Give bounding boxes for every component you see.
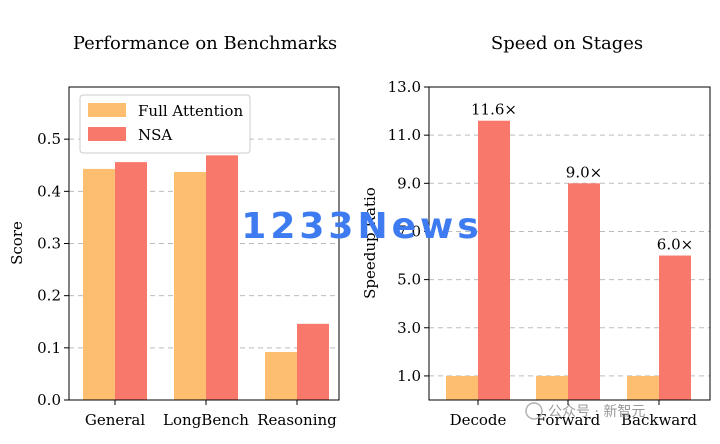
y-tick-label: 1.0 bbox=[397, 367, 421, 385]
bar-nsa-forward bbox=[568, 183, 600, 400]
y-tick-label: 0.1 bbox=[37, 339, 61, 357]
y-tick-label: 9.0 bbox=[397, 174, 421, 192]
y-tick-label: 11.0 bbox=[388, 126, 421, 144]
y-axis-label: Speedup Ratio bbox=[361, 187, 379, 299]
bar-nsa-decode bbox=[478, 120, 510, 400]
y-tick-label: 3.0 bbox=[397, 319, 421, 337]
chart-title: Speed on Stages bbox=[491, 33, 643, 54]
logo-label: 公众号 · 新智元 bbox=[548, 404, 645, 420]
x-tick-label: General bbox=[85, 411, 146, 429]
chart-panel-2: 11.6× Decode 9.0× Forward 6.0× Backward 1.0 3.0… bbox=[361, 33, 711, 429]
data-label: 9.0× bbox=[566, 163, 602, 181]
watermark-text: 1233News bbox=[241, 206, 482, 247]
bar-full-attention-longbench bbox=[174, 172, 206, 400]
axes-frame bbox=[428, 86, 711, 401]
legend-swatch bbox=[88, 127, 126, 141]
y-tick-label: 7.0 bbox=[397, 222, 421, 240]
bar-full-attention-reasoning bbox=[265, 352, 297, 400]
data-label: 6.0× bbox=[657, 236, 693, 254]
y-axis-label: Score bbox=[8, 221, 26, 265]
chart-panel-1: General LongBench Reasoning 0.0 0.1 0.2 0.3 0.4… bbox=[8, 33, 340, 429]
bar-nsa-general bbox=[115, 162, 147, 400]
y-tick-label: 0.5 bbox=[37, 130, 61, 148]
legend-swatch bbox=[88, 103, 126, 117]
x-tick-label: Reasoning bbox=[257, 411, 337, 429]
bar-full-attention-backward bbox=[627, 375, 659, 400]
x-tick-label: Backward bbox=[621, 411, 697, 429]
bar-nsa-backward bbox=[659, 255, 691, 400]
legend-entry: Full Attention bbox=[138, 102, 243, 120]
y-tick-label: 0.4 bbox=[37, 182, 61, 200]
y-tick-label: 13.0 bbox=[388, 78, 421, 96]
x-tick-label: LongBench bbox=[163, 411, 249, 429]
wechat-icon bbox=[525, 402, 543, 420]
bar-full-attention-forward bbox=[536, 375, 568, 400]
corner-logo: 公众号 · 新智元 bbox=[525, 402, 645, 420]
y-tick-label: 5.0 bbox=[397, 271, 421, 289]
chart-title: Performance on Benchmarks bbox=[73, 33, 337, 54]
x-tick-label: Forward bbox=[536, 411, 601, 429]
x-tick-label: Decode bbox=[450, 411, 507, 429]
y-tick-label: 0.3 bbox=[37, 235, 61, 253]
legend-entry: NSA bbox=[138, 126, 172, 144]
legend: Full Attention NSA bbox=[79, 94, 251, 154]
bar-full-attention-decode bbox=[446, 375, 478, 400]
y-tick-label: 0.0 bbox=[37, 391, 61, 409]
bar-full-attention-general bbox=[83, 168, 115, 400]
bar-nsa-longbench bbox=[206, 155, 238, 400]
bar-nsa-reasoning bbox=[297, 323, 329, 400]
y-tick-label: 0.2 bbox=[37, 287, 61, 305]
data-label: 11.6× bbox=[471, 101, 517, 119]
